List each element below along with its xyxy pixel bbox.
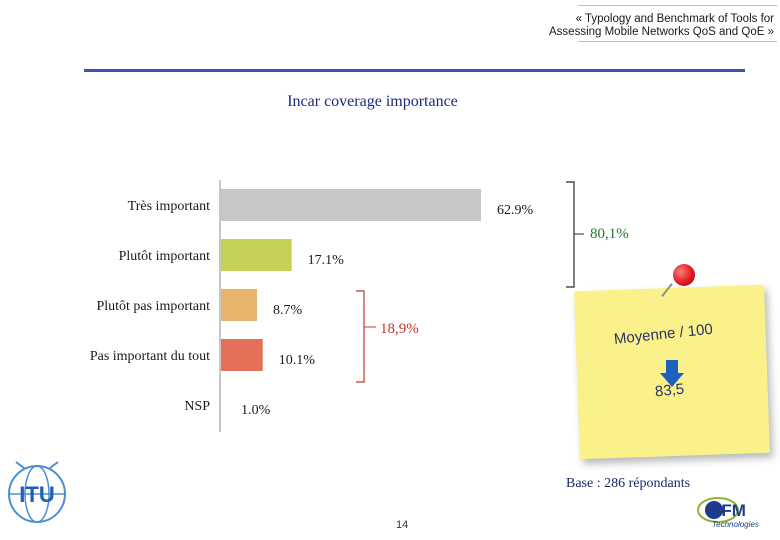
sfm-logo-subtitle: Technologies [712,520,759,529]
value-label: 8.7% [273,303,303,318]
group-label-low: 18,9% [380,321,419,337]
bar [221,339,263,371]
header-line-1: « Typology and Benchmark of Tools for [575,13,774,25]
header-rule-bottom [578,41,777,42]
header-line-2: Assessing Mobile Networks QoS and QoE » [549,26,774,38]
value-label: 10.1% [279,353,316,368]
sfm-logo-text: SFM [710,501,746,520]
arrow-down-icon [660,360,684,387]
group-bracket-high [566,181,575,288]
value-label: 62.9% [497,203,534,218]
itu-logo-text: ITU [19,482,54,507]
value-label: 17.1% [308,253,345,268]
bars-layer: Très important 62.9% Plutôt important 17.1%… [90,189,534,421]
category-label: NSP [184,399,210,414]
category-label: Pas important du tout [90,349,210,364]
header-title: « Typology and Benchmark of Tools for As… [454,13,774,39]
title-rule [84,69,745,72]
header-rule-top [578,5,777,6]
category-label: Plutôt important [119,249,211,264]
itu-logo: ITU [8,461,66,523]
category-label: Plutôt pas important [96,299,210,314]
group-label-high: 80,1% [590,226,629,242]
chart-title: Incar coverage importance [287,93,458,110]
base-respondents: Base : 286 répondants [566,476,691,491]
pushpin-icon [673,264,695,286]
bar [221,239,292,271]
value-label: 1.0% [241,403,271,418]
bar [221,289,257,321]
bar [221,389,226,421]
bar [221,189,481,221]
page-number: 14 [396,519,409,531]
sfm-logo: SFM [697,497,746,523]
category-label: Très important [128,199,210,214]
note-value: 83,5 [654,380,686,401]
group-bracket-low [356,290,365,383]
